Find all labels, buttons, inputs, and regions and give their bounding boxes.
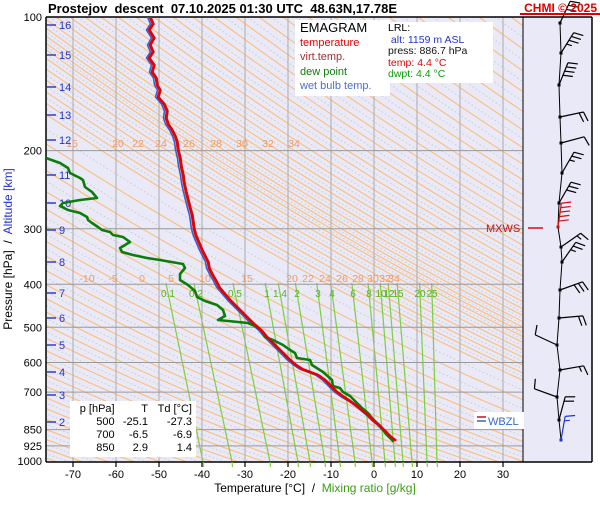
svg-text:14: 14 [59, 82, 71, 94]
wbzl-label: WBZL [488, 416, 519, 428]
svg-text:6: 6 [59, 313, 65, 325]
svg-text:-40: -40 [194, 469, 210, 481]
legend-title: EMAGRAM [300, 21, 386, 36]
col-pressure: p [hPa] [72, 403, 117, 416]
legend-item-virt-temp: virt.temp. [300, 50, 386, 65]
svg-text:10: 10 [411, 469, 423, 481]
x-axis-title: Temperature [°C] / Mixing ratio [g/kg] [100, 481, 530, 495]
svg-text:4: 4 [59, 367, 65, 379]
table-row: 500 -25.1 -27.3 [72, 416, 194, 429]
legend-item-wet-bulb: wet bulb temp. [300, 79, 386, 94]
legend-emagram: EMAGRAM temperature virt.temp. dew point… [295, 20, 390, 96]
svg-text:20: 20 [454, 469, 466, 481]
svg-text:-20: -20 [280, 469, 296, 481]
svg-text:28: 28 [210, 138, 222, 150]
col-dewpoint: Td [°C] [150, 403, 194, 416]
svg-text:200: 200 [24, 146, 42, 158]
table-header-row: p [hPa] T Td [°C] [72, 403, 194, 416]
svg-text:925: 925 [24, 441, 42, 453]
svg-text:20: 20 [286, 273, 298, 285]
svg-text:1: 1 [264, 289, 270, 300]
svg-text:12: 12 [59, 135, 71, 147]
svg-text:0: 0 [371, 469, 377, 481]
svg-text:20: 20 [112, 138, 124, 150]
svg-text:-60: -60 [108, 469, 124, 481]
svg-text:24: 24 [155, 138, 167, 150]
svg-text:0.1: 0.1 [161, 289, 175, 300]
svg-text:3: 3 [59, 390, 65, 402]
svg-text:30: 30 [367, 273, 379, 285]
y-axis-title: Pressure [hPa] / Altitude [km] [1, 99, 15, 399]
svg-text:9: 9 [59, 225, 65, 237]
svg-text:13: 13 [59, 110, 71, 122]
svg-text:8: 8 [59, 257, 65, 269]
svg-text:-30: -30 [237, 469, 253, 481]
brand-underline [520, 13, 600, 15]
svg-text:30: 30 [236, 138, 248, 150]
svg-text:26: 26 [183, 138, 195, 150]
svg-text:4: 4 [329, 289, 335, 300]
svg-text:-50: -50 [151, 469, 167, 481]
svg-text:-10: -10 [79, 273, 94, 285]
svg-text:7: 7 [59, 288, 65, 300]
svg-text:5: 5 [59, 340, 65, 352]
svg-text:22: 22 [132, 138, 144, 150]
svg-text:0: 0 [139, 273, 145, 285]
svg-text:600: 600 [24, 357, 42, 369]
svg-text:25: 25 [426, 289, 438, 300]
svg-text:15: 15 [392, 289, 404, 300]
svg-text:34: 34 [288, 138, 300, 150]
lrl-dewpoint: dwpt: 4.4 °C [388, 69, 490, 81]
svg-text:15: 15 [241, 273, 253, 285]
svg-text:24: 24 [319, 273, 331, 285]
svg-text:-70: -70 [65, 469, 81, 481]
table-row: 700 -6.5 -6.9 [72, 429, 194, 442]
svg-text:400: 400 [24, 279, 42, 291]
svg-text:100: 100 [24, 12, 42, 24]
svg-text:8: 8 [366, 289, 372, 300]
svg-text:26: 26 [336, 273, 348, 285]
svg-text:32: 32 [262, 138, 274, 150]
legend-item-temperature: temperature [300, 36, 386, 51]
table-row: 850 2.9 1.4 [72, 442, 194, 455]
svg-text:850: 850 [24, 425, 42, 437]
svg-text:15: 15 [59, 50, 71, 62]
svg-text:300: 300 [24, 224, 42, 236]
mxws-label: MXWS [486, 223, 520, 235]
page-title: Prostejov descent 07.10.2025 01:30 UTC 4… [48, 1, 397, 16]
sounding-levels-table: p [hPa] T Td [°C] 500 -25.1 -27.3 700 -6… [70, 401, 196, 457]
svg-text:28: 28 [352, 273, 364, 285]
svg-text:5: 5 [168, 273, 174, 285]
svg-text:34: 34 [388, 273, 400, 285]
svg-text:6: 6 [350, 289, 356, 300]
col-temp: T [117, 403, 150, 416]
svg-text:500: 500 [24, 322, 42, 334]
svg-text:16: 16 [59, 20, 71, 32]
svg-text:-5: -5 [108, 273, 117, 285]
svg-text:22: 22 [302, 273, 314, 285]
svg-text:-10: -10 [323, 469, 339, 481]
svg-text:1.4: 1.4 [273, 289, 287, 300]
svg-text:20: 20 [414, 289, 426, 300]
legend-item-dew-point: dew point [300, 65, 386, 80]
svg-text:2: 2 [294, 289, 300, 300]
svg-text:2: 2 [59, 417, 65, 429]
svg-text:3: 3 [315, 289, 321, 300]
svg-text:30: 30 [497, 469, 509, 481]
lrl-info-box: LRL: alt: 1159 m ASL press: 886.7 hPa te… [384, 22, 493, 83]
svg-text:1000: 1000 [18, 456, 42, 468]
svg-text:700: 700 [24, 387, 42, 399]
